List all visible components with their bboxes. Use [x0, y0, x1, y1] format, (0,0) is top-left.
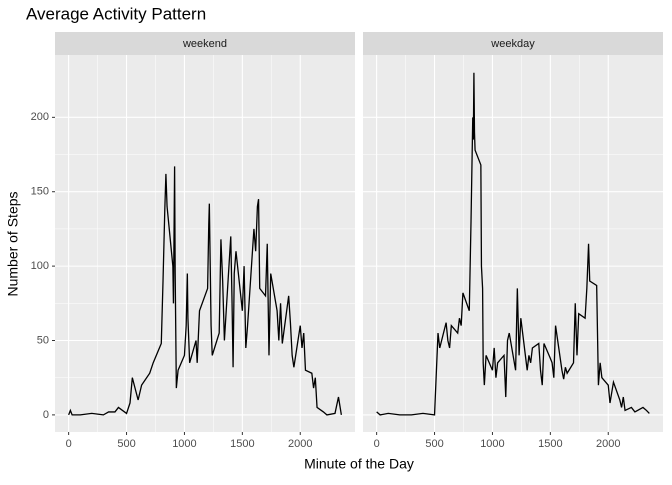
strip-label: weekday	[490, 38, 535, 50]
x-axis-label: Minute of the Day	[304, 456, 414, 472]
x-tick-label: 1000	[480, 438, 504, 450]
x-tick-label: 500	[117, 438, 135, 450]
x-tick-label: 1500	[538, 438, 562, 450]
chart-title: Average Activity Pattern	[26, 4, 206, 23]
x-tick-label: 0	[66, 438, 72, 450]
y-tick-label: 100	[31, 260, 49, 272]
x-tick-label: 500	[425, 438, 443, 450]
x-tick-label: 2000	[596, 438, 620, 450]
line	[68, 166, 343, 416]
panel-background	[55, 55, 355, 432]
x-tick-label: 1500	[230, 438, 254, 450]
y-tick-label: 50	[37, 334, 49, 346]
strip	[363, 32, 663, 55]
y-tick-label: 150	[31, 186, 49, 198]
strip-label: weekend	[182, 38, 227, 50]
panel-background	[363, 55, 663, 432]
strip	[55, 32, 355, 55]
line	[376, 72, 650, 416]
y-tick-label: 0	[43, 409, 49, 421]
x-tick-label: 2000	[288, 438, 312, 450]
x-tick-label: 0	[374, 438, 380, 450]
y-axis-label: Number of Steps	[5, 191, 21, 296]
y-tick-label: 200	[31, 111, 49, 123]
x-tick-label: 1000	[172, 438, 196, 450]
